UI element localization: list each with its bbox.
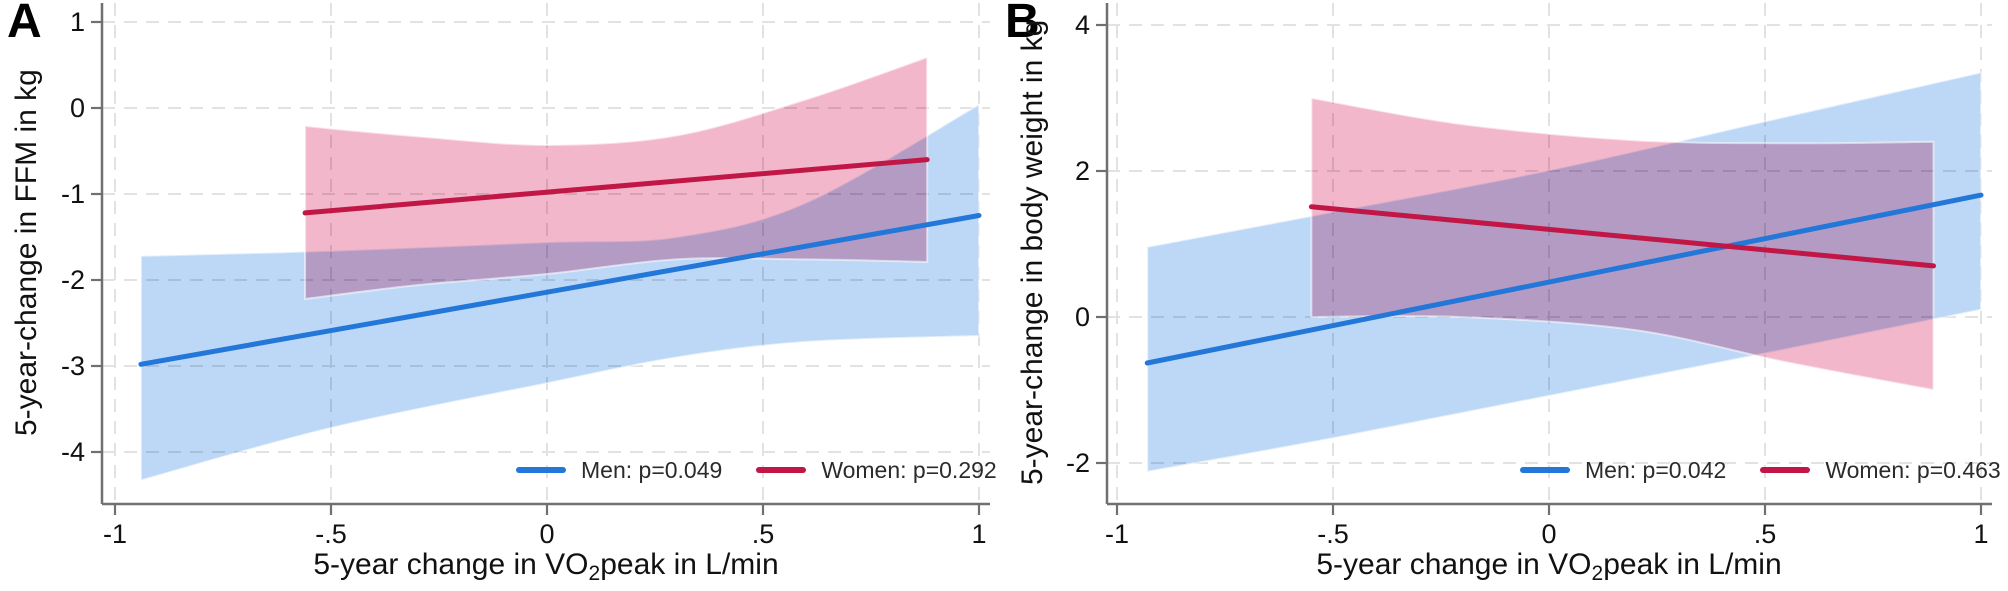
y-tick-label: -2 xyxy=(1066,448,1090,478)
ci-band-women xyxy=(305,57,928,299)
legend-label-men: Men: p=0.049 xyxy=(581,456,723,483)
legend-label-women: Women: p=0.292 xyxy=(821,456,997,483)
y-tick-label: 4 xyxy=(1075,10,1090,40)
legend-item-women: Women: p=0.463 xyxy=(1760,456,2001,484)
x-title-text: 5-year change in VO xyxy=(1316,548,1592,581)
panel-b-y-axis-title: 5-year-change in body weight in kg xyxy=(1016,19,1049,486)
men-line-swatch xyxy=(1520,467,1570,473)
x-tick-label: -1 xyxy=(103,519,127,549)
panel-b-legend: Men: p=0.042 Women: p=0.463 xyxy=(1520,457,2001,483)
y-tick-label: -1 xyxy=(61,179,85,209)
women-line-swatch xyxy=(756,467,807,473)
women-line-swatch xyxy=(1760,467,1811,473)
x-title-text: 5-year change in VO xyxy=(313,548,589,581)
x-tick-label: .5 xyxy=(752,519,775,549)
legend-item-men: Men: p=0.042 xyxy=(1520,457,1726,484)
fit-line-women xyxy=(1308,204,1936,269)
fit-line-men xyxy=(1144,192,1984,366)
legend-item-women: Women: p=0.292 xyxy=(756,456,997,484)
x-tick-label: 1 xyxy=(1973,519,1988,549)
x-title-subscript: 2 xyxy=(588,562,601,585)
men-line-swatch xyxy=(516,467,566,473)
legend-item-men: Men: p=0.049 xyxy=(516,457,722,484)
y-tick-label: 0 xyxy=(1075,302,1090,332)
panel-b-x-axis-title: 5-year change in VO2peak in L/min xyxy=(1099,548,1999,586)
panel-a-letter: A xyxy=(7,0,43,48)
x-title-text: peak in L/min xyxy=(600,548,779,581)
panel-a-y-axis-title: 5-year-change in FFM in kg xyxy=(10,69,43,436)
x-tick-label: 0 xyxy=(1541,519,1556,549)
panel-a-legend: Men: p=0.049 Women: p=0.292 xyxy=(516,457,997,483)
fit-line-men xyxy=(138,213,982,367)
x-tick-label: -.5 xyxy=(315,519,347,549)
x-tick-label: 0 xyxy=(539,519,554,549)
panel-a-x-axis-title: 5-year change in VO2peak in L/min xyxy=(96,548,996,586)
y-tick-label: -3 xyxy=(61,351,85,381)
x-tick-label: .5 xyxy=(1754,519,1777,549)
x-title-text: peak in L/min xyxy=(1603,548,1782,581)
x-title-subscript: 2 xyxy=(1591,562,1604,585)
ci-band-men xyxy=(140,104,980,481)
x-tick-label: 1 xyxy=(971,519,986,549)
x-tick-label: -.5 xyxy=(1317,519,1349,549)
y-tick-label: -4 xyxy=(61,437,85,467)
panel-b-letter: B xyxy=(1005,0,1041,48)
ci-band-edge-women xyxy=(1310,96,1935,392)
x-tick-label: -1 xyxy=(1105,519,1129,549)
legend-label-women: Women: p=0.463 xyxy=(1825,456,2001,483)
y-tick-label: 0 xyxy=(70,93,85,123)
y-tick-label: 2 xyxy=(1075,156,1090,186)
fit-line-women xyxy=(302,157,930,216)
legend-label-men: Men: p=0.042 xyxy=(1585,456,1727,483)
y-tick-label: 1 xyxy=(70,7,85,37)
y-tick-label: -2 xyxy=(61,265,85,295)
